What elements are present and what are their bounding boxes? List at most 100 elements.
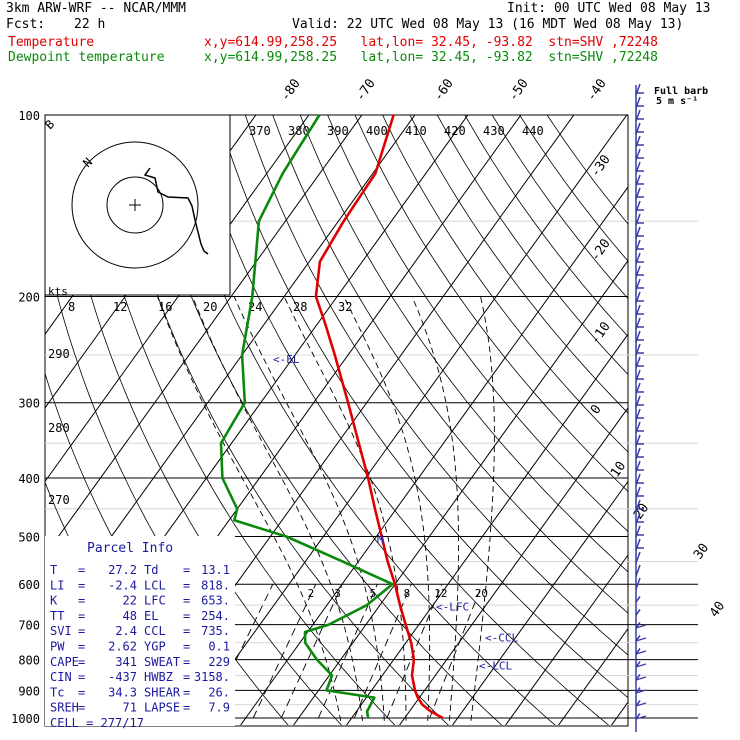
annotation-lcl: <-LCL (479, 659, 512, 672)
parcel-key: YGP (144, 640, 166, 654)
pressure-label: 400 (18, 472, 40, 486)
parcel-eq: = (78, 640, 85, 654)
pressure-label: 500 (18, 530, 40, 544)
parcel-key: Td (144, 563, 158, 577)
dry-adiabat (272, 115, 628, 614)
dry-adiabat (409, 115, 628, 414)
parcel-value: 341 (115, 655, 137, 669)
parcel-eq: = (78, 685, 85, 699)
wind-speed-label: 16 (158, 300, 172, 314)
isotherm-label: 0 (588, 402, 605, 417)
isotherm-label: 20 (631, 501, 652, 522)
parcel-key: K (50, 594, 58, 608)
parcel-value: 735. (201, 624, 230, 638)
parcel-key: LI (50, 578, 64, 592)
left-theta-label: 290 (48, 347, 70, 361)
parcel-key: CAPE (50, 655, 79, 669)
wind-speed-label: 28 (293, 300, 307, 314)
mixing-ratio-label: 12 (434, 587, 447, 600)
parcel-info-title: Parcel Info (87, 541, 173, 556)
parcel-value: 48 (123, 609, 137, 623)
parcel-key: SHEAR (144, 685, 181, 699)
isotherm-label: -80 (278, 76, 304, 104)
dry-adiabat (299, 115, 628, 573)
wind-barb (635, 635, 641, 642)
parcel-eq: = (183, 609, 190, 623)
parcel-eq: = (78, 624, 85, 638)
dry-adiabat (327, 115, 628, 532)
wind-barb (635, 661, 641, 668)
parcel-key: LAPSE (144, 701, 180, 715)
isotherm (187, 115, 628, 725)
pressure-label: 1000 (11, 712, 40, 726)
isotherm (399, 406, 628, 725)
parcel-key: EL (144, 609, 158, 623)
dewpoint-location: x,y=614.99,258.25 lat,lon= 32.45, -93.82… (204, 50, 658, 65)
isotherm (558, 627, 628, 725)
isotherm (45, 115, 363, 556)
parcel-key: Tc (50, 685, 64, 699)
isotherm (293, 259, 628, 725)
theta-label: 390 (327, 124, 349, 138)
pressure-label: 200 (18, 291, 40, 305)
pressure-label: 600 (18, 578, 40, 592)
wind-barb (635, 609, 641, 616)
theta-label: 400 (366, 124, 388, 138)
parcel-value: 0.1 (208, 640, 230, 654)
moist-adiabat (411, 296, 460, 725)
wind-barb-tick (635, 715, 647, 720)
wind-barb-tick (635, 624, 647, 629)
parcel-value: 34.3 (108, 685, 137, 699)
parcel-value: 22 (123, 594, 137, 608)
parcel-eq: = (183, 578, 190, 592)
dry-adiabat (217, 115, 628, 699)
parcel-key: TT (50, 609, 64, 623)
mixing-ratio-line (280, 584, 343, 719)
wind-barb (635, 596, 641, 603)
dry-adiabat (135, 115, 503, 725)
dry-adiabat (519, 115, 628, 262)
parcel-eq: = (183, 594, 190, 608)
dry-adiabat (244, 115, 628, 656)
parcel-eq: = (78, 670, 85, 684)
wind-barb (635, 551, 641, 564)
parcel-value: 71 (123, 701, 137, 715)
parcel-cell: CELL = 277/17 (50, 716, 144, 730)
parcel-eq: = (183, 563, 190, 577)
dry-adiabat (491, 115, 628, 300)
parcel-value: 229 (208, 655, 230, 669)
parcel-eq: = (183, 701, 190, 715)
isotherm-label: -20 (588, 236, 614, 264)
parcel-eq: = (183, 685, 190, 699)
parcel-value: 7.9 (208, 701, 230, 715)
annotation-m: M (377, 533, 384, 546)
wind-barb (635, 577, 641, 590)
mixing-ratio-line (207, 584, 274, 719)
annotation-ccl: <-CCL (485, 631, 518, 644)
hodograph-trace (143, 167, 209, 255)
parcel-value: 3158. (194, 670, 230, 684)
parcel-key: T (50, 563, 57, 577)
parcel-key: SREH (50, 701, 79, 715)
dry-adiabat (382, 115, 628, 453)
isotherm-label: -40 (584, 76, 610, 104)
parcel-key: LCL (144, 578, 166, 592)
parcel-value: 818. (201, 578, 230, 592)
theta-label: 420 (444, 124, 466, 138)
parcel-value: 254. (201, 609, 230, 623)
moist-adiabat (156, 296, 342, 725)
parcel-eq: = (78, 563, 85, 577)
wind-speed-label: 12 (113, 300, 127, 314)
full-barb-value: 5 m s⁻¹ (656, 96, 698, 107)
theta-label: 370 (249, 124, 271, 138)
parcel-eq: = (183, 624, 190, 638)
wind-barb (635, 713, 641, 720)
isotherm (452, 480, 628, 725)
full-barb-label: Full barb (654, 86, 708, 97)
left-theta-label: 270 (48, 493, 70, 507)
parcel-value: 27.2 (108, 563, 137, 577)
valid-time: Valid: 22 UTC Wed 08 May 13 (16 MDT Wed … (292, 17, 684, 32)
mixing-ratio-line (252, 584, 317, 719)
